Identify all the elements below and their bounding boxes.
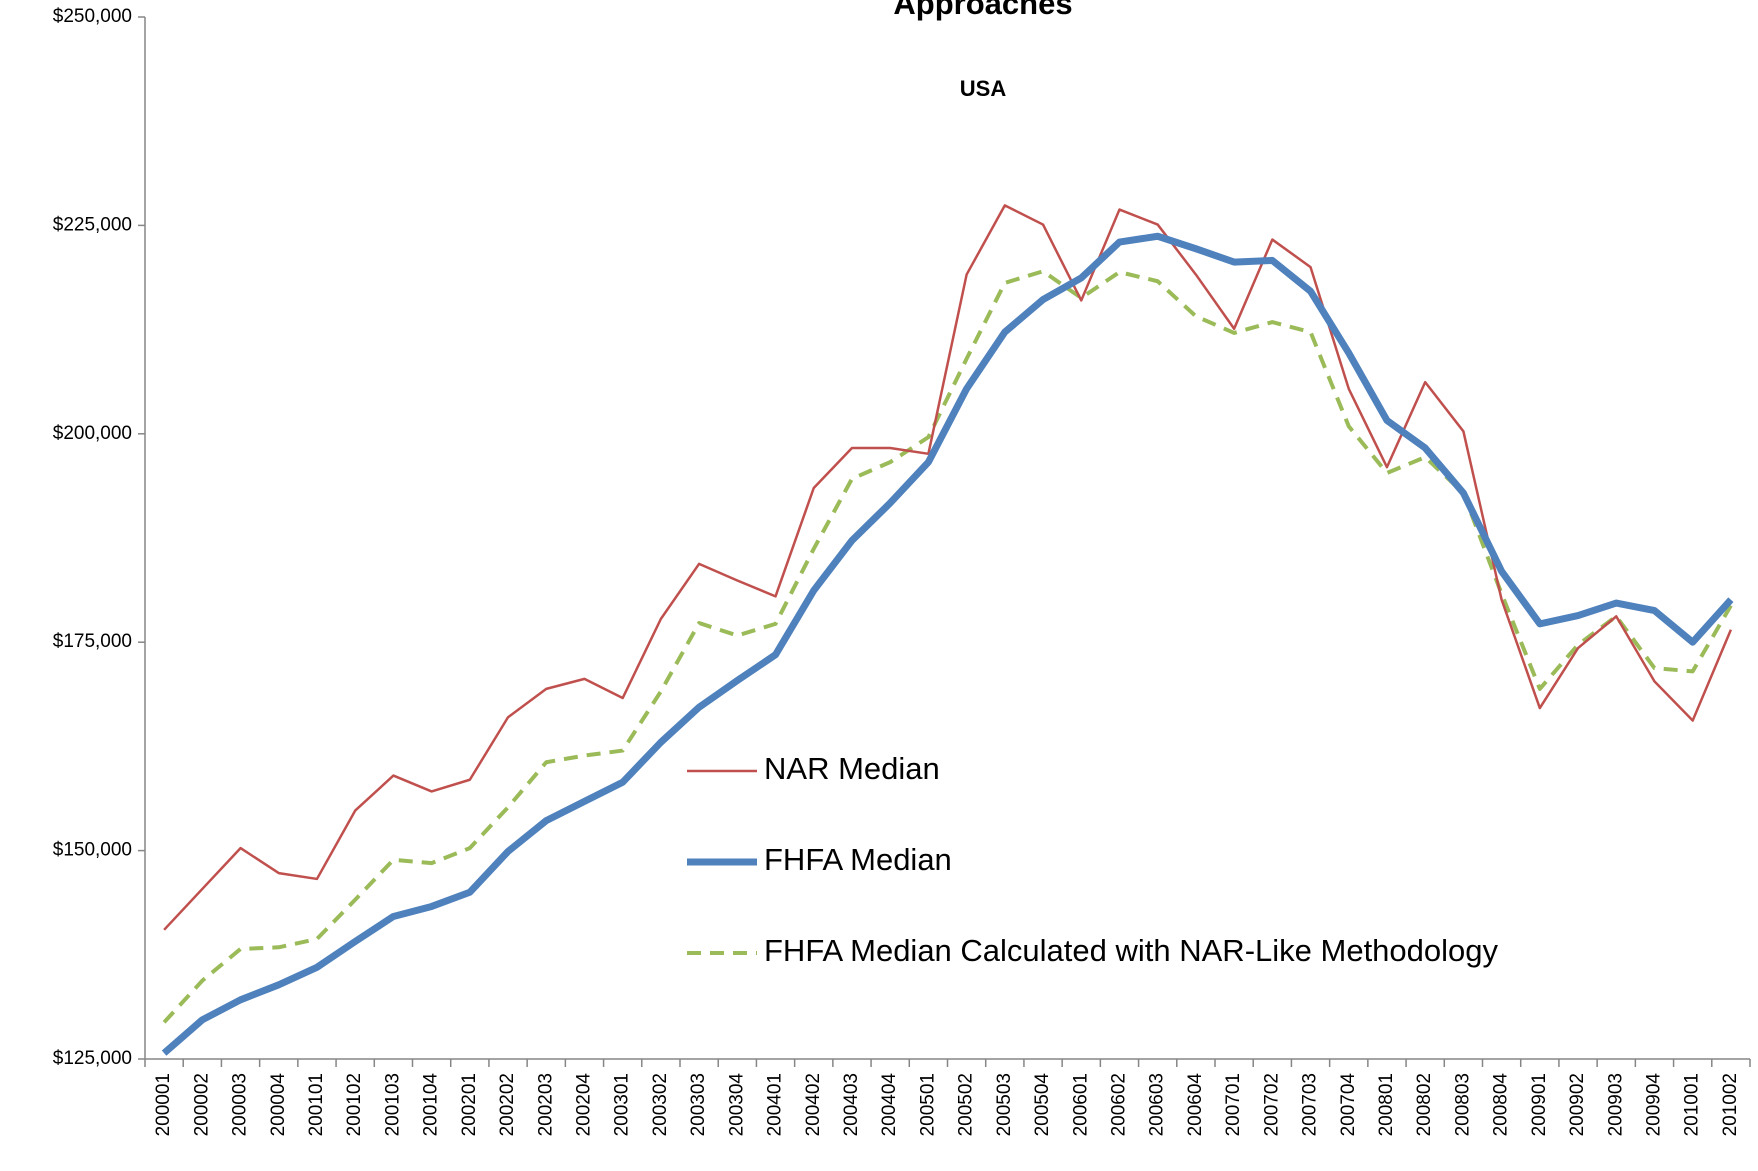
x-tick-label: 200202 [497,1073,518,1136]
x-tick-label: 200804 [1491,1073,1512,1137]
x-tick-label: 200501 [917,1073,938,1136]
x-tick-label: 200701 [1223,1073,1244,1136]
x-tick-label: 201001 [1682,1073,1703,1136]
x-tick-label: 200303 [688,1073,709,1136]
series-line [161,232,1734,1056]
x-tick-label: 200402 [803,1073,824,1136]
x-tick-label: 200301 [612,1073,633,1136]
series-line [163,204,1733,931]
series-line [162,269,1733,1024]
x-tick-label: 200302 [650,1073,671,1136]
legend-label: NAR Median [764,751,940,786]
x-tick-label: 200802 [1414,1073,1435,1136]
x-tick-label: 200902 [1567,1073,1588,1136]
x-tick-label: 200504 [1032,1073,1053,1137]
x-tick-label: 200404 [879,1073,900,1137]
x-tick-label: 200403 [841,1073,862,1136]
x-tick-label: 200704 [1338,1073,1359,1137]
x-tick-label: 200801 [1376,1073,1397,1136]
x-tick-label: 200603 [1147,1073,1168,1136]
x-tick-label: 200703 [1300,1073,1321,1136]
x-tick-label: 200004 [268,1073,289,1137]
chart-title: Approaches [893,0,1072,21]
x-tick-label: 200201 [459,1073,480,1136]
x-tick-label: 200104 [421,1073,442,1137]
x-tick-label: 200502 [956,1073,977,1136]
x-tick-label: 200604 [1185,1073,1206,1137]
x-tick-label: 201002 [1720,1073,1741,1136]
x-tick-label: 200903 [1605,1073,1626,1136]
x-tick-label: 200304 [726,1073,747,1137]
x-tick-label: 200101 [306,1073,327,1136]
x-tick-label: 200803 [1452,1073,1473,1136]
y-tick-label: $150,000 [53,840,132,861]
y-tick-label: $225,000 [53,214,132,235]
x-tick-label: 200702 [1261,1073,1282,1136]
legend-label: FHFA Median Calculated with NAR-Like Met… [764,933,1499,968]
y-tick-label: $200,000 [53,423,132,444]
y-tick-label: $175,000 [53,631,132,652]
x-tick-label: 200901 [1529,1073,1550,1136]
x-tick-label: 200503 [994,1073,1015,1136]
x-tick-label: 200103 [382,1073,403,1136]
x-tick-label: 200204 [573,1073,594,1137]
x-tick-label: 200102 [344,1073,365,1136]
x-tick-label: 200601 [1070,1073,1091,1136]
x-tick-label: 200002 [191,1073,212,1136]
x-tick-label: 200001 [153,1073,174,1136]
y-tick-label: $250,000 [53,6,132,27]
x-tick-label: 200602 [1108,1073,1129,1136]
x-tick-label: 200904 [1643,1073,1664,1137]
chart-subtitle: USA [960,76,1007,101]
legend-label: FHFA Median [764,842,952,877]
x-tick-label: 200401 [765,1073,786,1136]
x-tick-label: 200003 [230,1073,251,1136]
x-tick-label: 200203 [535,1073,556,1136]
y-tick-label: $125,000 [53,1048,132,1069]
